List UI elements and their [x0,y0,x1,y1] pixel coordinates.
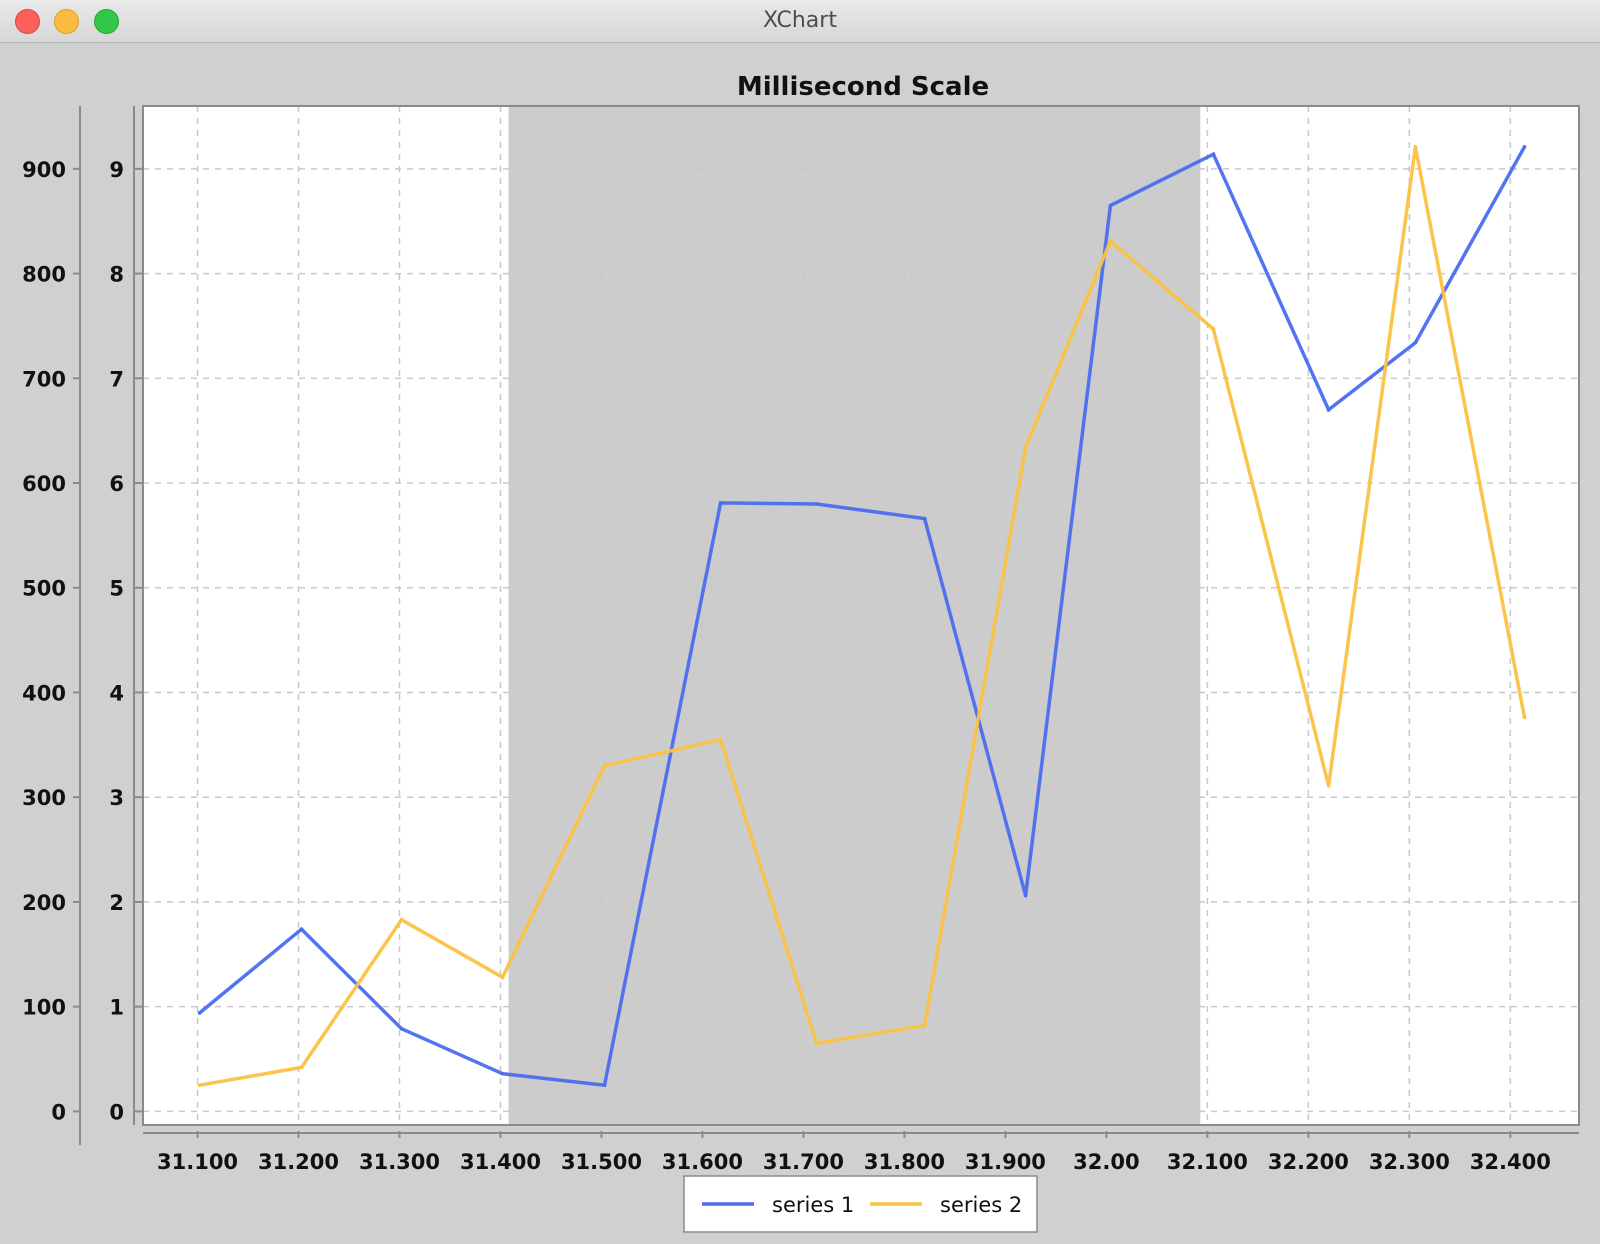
x-tick-label: 31.600 [662,1150,743,1174]
series-2-point [814,1041,819,1046]
y-tick-label-inner: 2 [109,891,124,915]
series-line-2 [199,146,1527,1087]
series-2-point [399,917,404,922]
series-2-point [602,763,607,768]
line-chart: Millisecond Scale 31.100 31.200 31.300 31.4… [22,72,1580,1233]
y-tick-label-outer: 0 [51,1100,66,1124]
y-tick-label-inner: 4 [109,681,124,705]
series-1-point [399,1026,404,1031]
series-1-point [922,516,927,521]
y-tick-label-outer: 600 [22,472,66,496]
series-2-point [299,1065,304,1070]
y-tick-label-outer: 900 [22,158,66,182]
x-tick-label: 32.200 [1268,1150,1349,1174]
close-window-button[interactable] [15,9,40,34]
y-tick-label-outer: 300 [22,786,66,810]
series-1-point [602,1083,607,1088]
series-1-point [814,502,819,506]
window-title: XChart [763,8,837,33]
x-tick-label: 31.700 [763,1150,844,1174]
x-tick-label: 31.100 [157,1150,238,1174]
y-tick-label-inner: 5 [109,577,124,601]
y-tick-label-inner: 8 [109,263,124,287]
series-2-point [922,1023,927,1028]
series-2-point [718,737,723,742]
x-tick-label: 32.00 [1073,1150,1139,1174]
x-tick-label: 32.300 [1369,1150,1450,1174]
y-tick-label-inner: 0 [109,1100,124,1124]
x-tick-label: 31.300 [359,1150,440,1174]
y-tick-label-outer: 800 [22,263,66,287]
legend-label-series-1: series 1 [772,1193,854,1217]
series-1-point [197,1011,202,1015]
series-1-point [1211,152,1216,156]
y-tick-label-outer: 700 [22,367,66,391]
y-tick-label-inner: 1 [109,996,124,1020]
series-2-point [1108,239,1113,243]
series-2-point [1211,327,1216,331]
series-1-point [1326,407,1331,412]
shaded-region [508,106,1201,1125]
chart-title: Millisecond Scale [737,72,989,102]
x-tick-label: 31.400 [460,1150,541,1174]
series-1-point [299,927,304,931]
y-tick-label-outer: 200 [22,891,66,915]
series-line-1 [198,145,1527,1088]
series-1-point [500,1071,505,1076]
x-tick-label: 32.400 [1470,1150,1551,1174]
y-tick-label-outer: 400 [22,681,66,705]
x-tick-label: 31.900 [965,1150,1046,1174]
series-1-point [1522,145,1527,149]
y-tick-label-outer: 500 [22,577,66,601]
title-bar: XChart [0,0,1600,43]
series-1-point [1108,203,1113,208]
series-2-point [1413,145,1418,149]
plot-border [142,105,1580,1126]
x-tick-label: 31.500 [561,1150,642,1174]
y-tick-label-inner: 3 [109,786,124,810]
y-tick-label-inner: 9 [109,158,124,182]
series-2-point [197,1083,202,1088]
x-tick-label: 32.100 [1167,1150,1248,1174]
series-2-point [500,975,505,980]
series-1-point [718,501,723,505]
y-tick-label-outer: 100 [22,996,66,1020]
series-2-point [1023,445,1028,450]
y-tick-label-inner: 7 [109,367,124,391]
legend-label-series-2: series 2 [940,1193,1022,1217]
series-1-point [1413,340,1418,345]
zoom-window-button[interactable] [94,9,119,34]
series-2-point [1522,715,1527,720]
series-1-point [1023,893,1028,898]
y-tick-label-inner: 6 [109,472,124,496]
x-tick-label: 31.200 [258,1150,339,1174]
x-tick-label: 31.800 [864,1150,945,1174]
minimize-window-button[interactable] [54,9,79,34]
series-2-point [1326,783,1331,788]
